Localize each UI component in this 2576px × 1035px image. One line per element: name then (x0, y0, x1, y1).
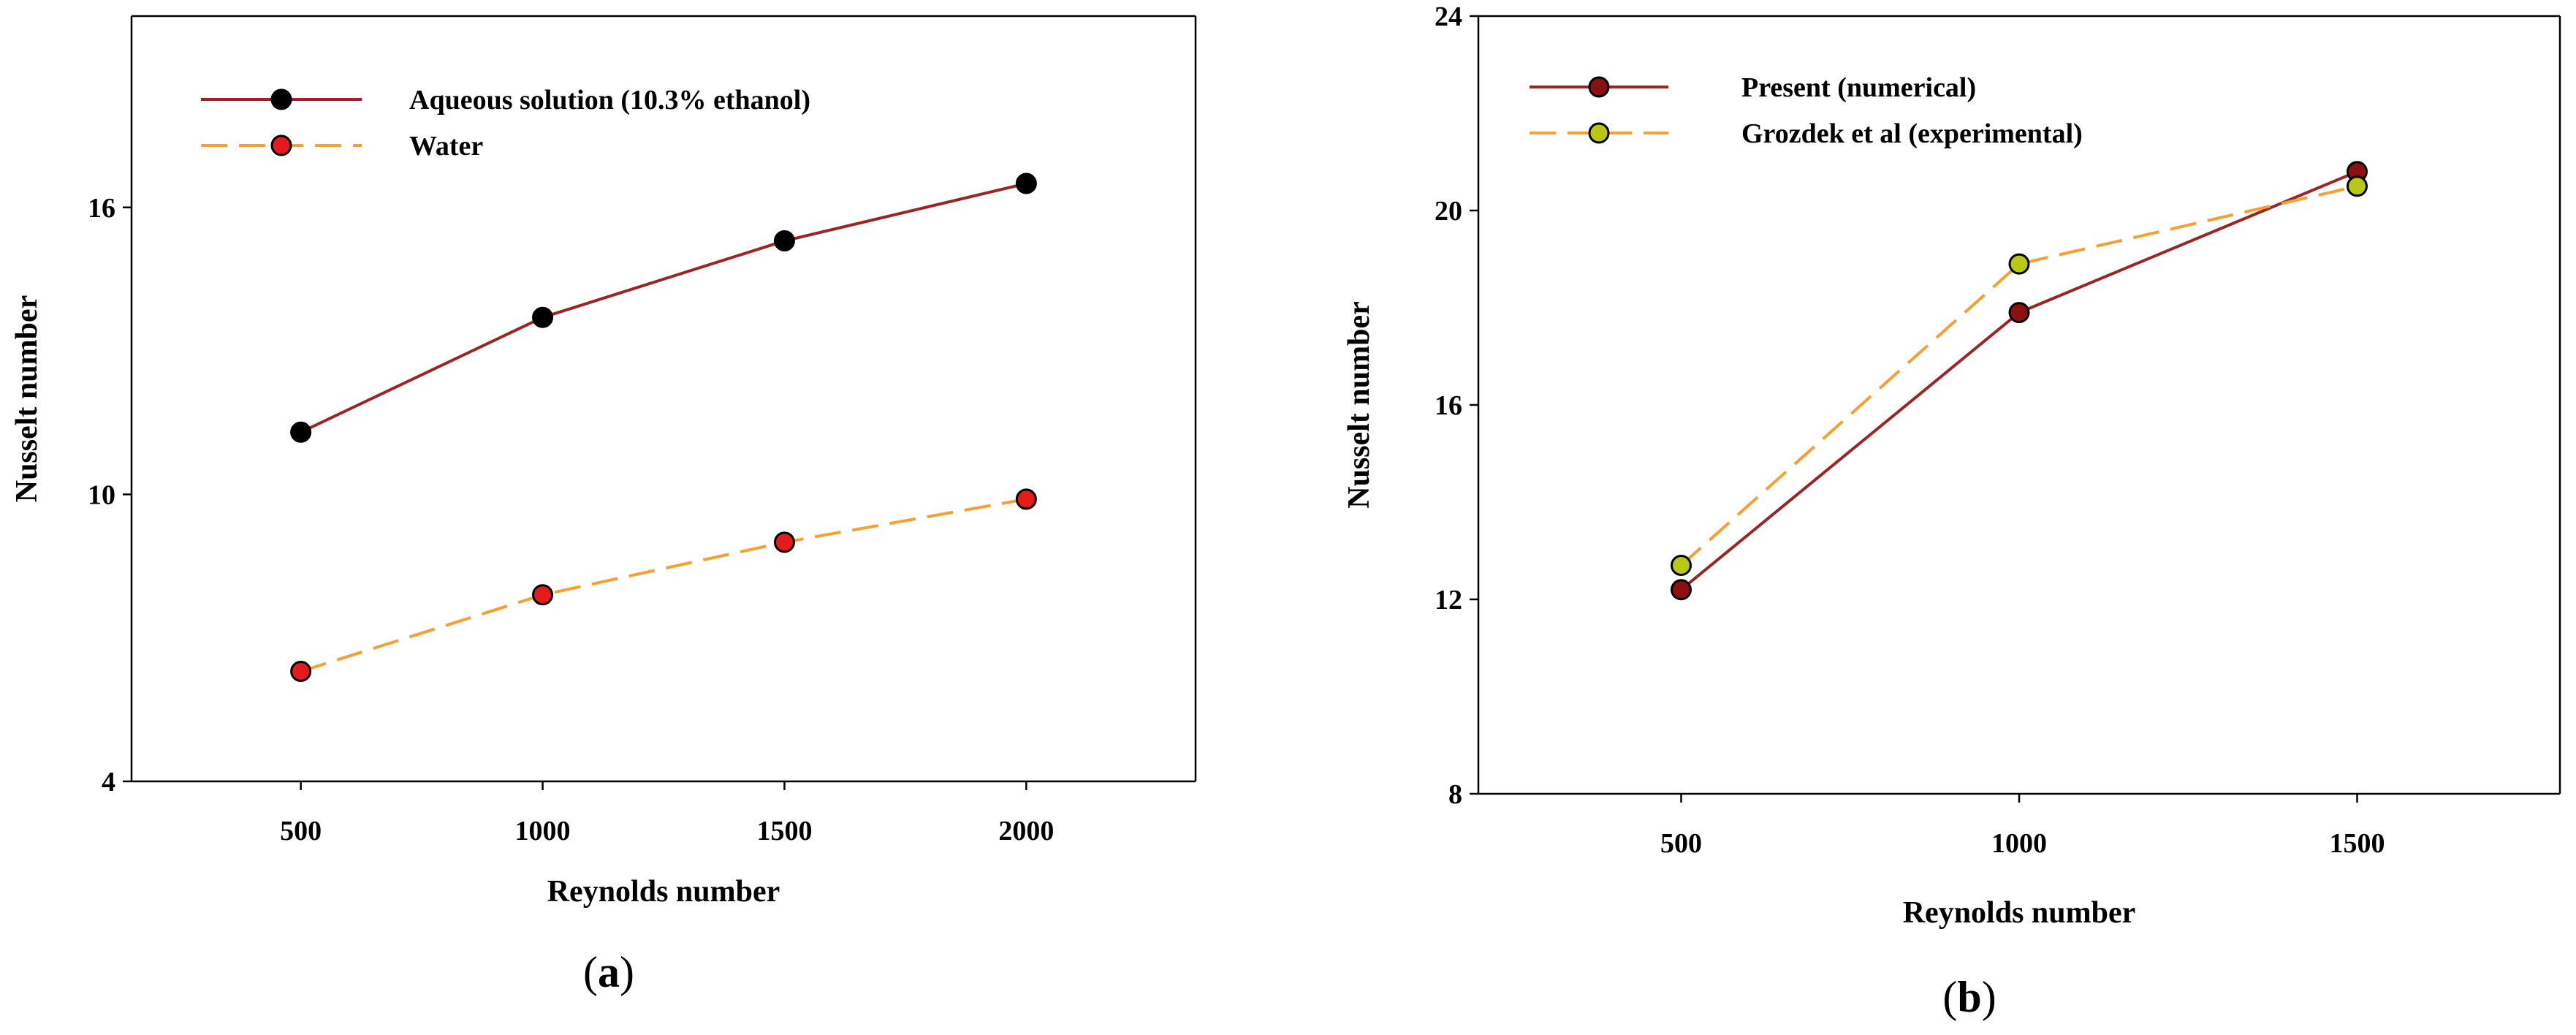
data-point-a-1 (1015, 488, 1037, 510)
y-tick-label: 16 (88, 193, 115, 224)
data-point-b-0 (1671, 579, 1692, 601)
data-point-a-0 (1015, 172, 1037, 194)
data-point-a-0 (532, 306, 554, 328)
y-axis-title: Nusselt number (1342, 301, 1376, 509)
x-tick-label: 1000 (1991, 828, 2047, 859)
data-point-a-1 (290, 660, 312, 682)
y-tick-label: 8 (1448, 779, 1462, 810)
panel-label-close-paren: ) (1982, 973, 1996, 1021)
panel-label-open-paren: ( (1942, 973, 1957, 1021)
data-point-b-1 (1671, 554, 1692, 576)
legend-label: Aqueous solution (10.3% ethanol) (409, 85, 810, 115)
panel-label-letter: a (598, 948, 620, 996)
legend-marker (270, 88, 292, 110)
legend-marker (1588, 76, 1610, 98)
panel-label-close-paren: ) (620, 948, 634, 996)
x-tick-label: 500 (1660, 828, 1702, 859)
y-tick-label: 20 (1435, 196, 1462, 227)
data-point-b-0 (2008, 302, 2030, 324)
x-tick-label: 500 (280, 816, 322, 846)
x-tick-label: 1500 (756, 816, 812, 846)
x-tick-label: 1000 (515, 816, 571, 846)
panel-label-letter: b (1957, 973, 1981, 1021)
data-point-a-0 (773, 230, 795, 252)
y-tick-label: 24 (1435, 1, 1462, 32)
x-tick-label: 1500 (2330, 828, 2385, 859)
y-tick-label: 16 (1435, 390, 1462, 421)
y-tick-label: 4 (102, 767, 115, 797)
legend-label: Present (numerical) (1741, 72, 1976, 103)
series-line-a-0 (300, 182, 1027, 434)
data-point-a-1 (773, 531, 795, 553)
y-tick-label: 12 (1435, 585, 1462, 615)
panel-label: (a) (583, 948, 634, 996)
panel-label: (b) (1942, 973, 1996, 1021)
legend-label: Grozdek et al (experimental) (1741, 118, 2083, 149)
series-line-b-1 (1680, 184, 2357, 566)
data-point-a-1 (532, 584, 554, 606)
panel-label-open-paren: ( (583, 948, 598, 996)
data-point-b-1 (2008, 253, 2030, 275)
legend-marker (270, 134, 292, 156)
series-line-a-1 (300, 497, 1027, 673)
y-tick-label: 10 (88, 479, 115, 510)
y-axis-title: Nusselt number (10, 295, 44, 503)
x-axis-title: Reynolds number (1903, 896, 2136, 930)
x-tick-label: 2000 (998, 816, 1054, 846)
data-point-b-1 (2347, 175, 2368, 197)
chart-b: 8 12 16 20 24 500 1000 1500 Reynolds number Nusse… (1342, 1, 2561, 1021)
series-line-b-0 (1680, 170, 2358, 591)
legend-label: Water (409, 131, 483, 162)
x-axis-title: Reynolds number (547, 875, 780, 909)
data-point-a-0 (290, 421, 312, 443)
legend-marker (1588, 122, 1610, 144)
chart-a: 4 10 16 500 1000 1500 2000 Reynolds number Nusse… (10, 15, 1197, 996)
